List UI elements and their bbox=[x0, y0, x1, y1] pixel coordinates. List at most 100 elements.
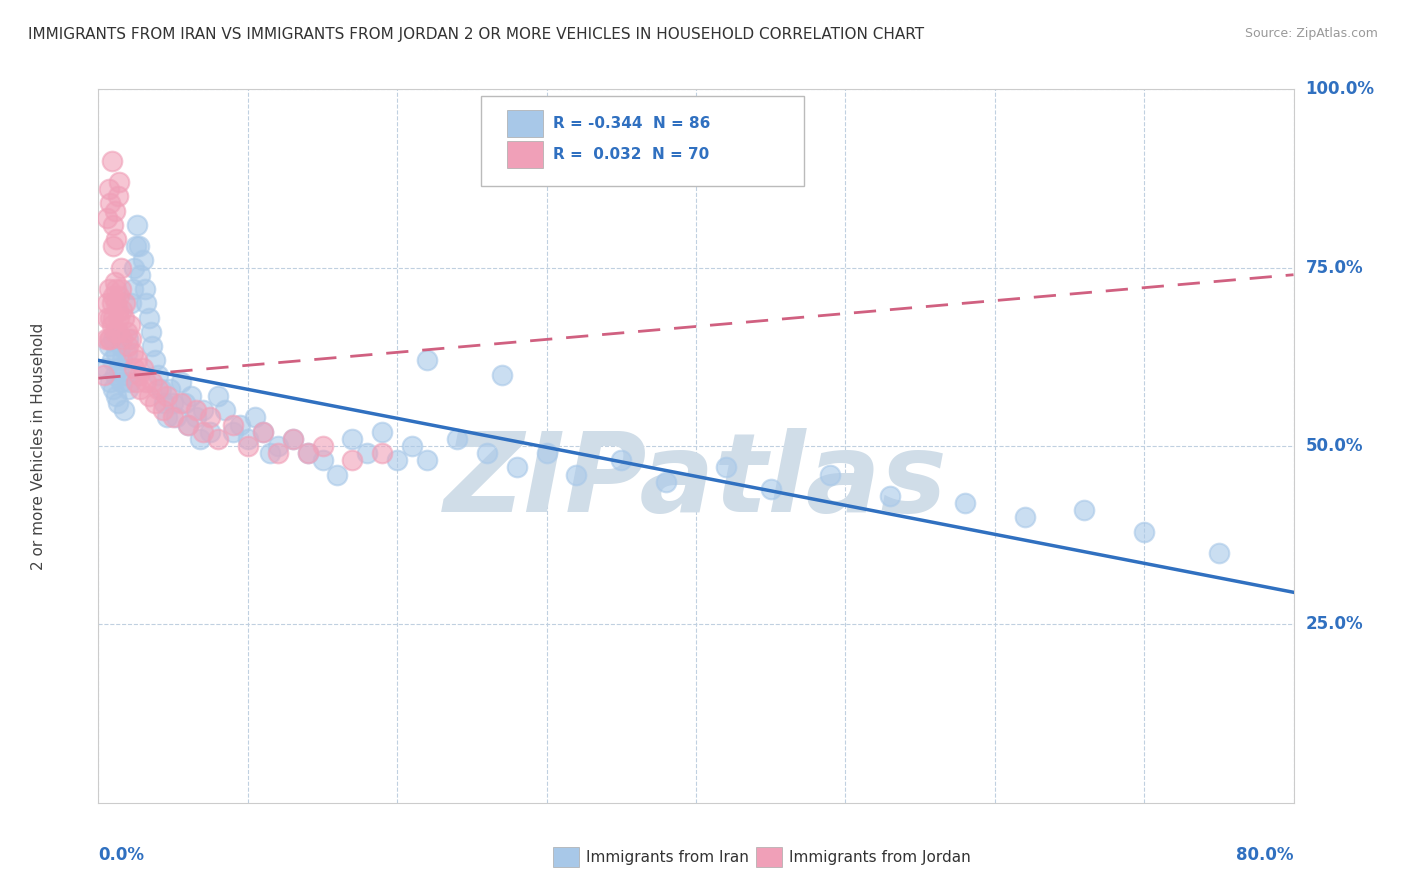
Point bbox=[105, 296, 128, 310]
Point bbox=[107, 189, 129, 203]
Point bbox=[416, 453, 439, 467]
Point bbox=[536, 446, 558, 460]
Point bbox=[222, 417, 245, 432]
Point bbox=[252, 425, 274, 439]
Point bbox=[110, 260, 132, 275]
Point bbox=[135, 375, 157, 389]
Point bbox=[165, 410, 187, 425]
Point bbox=[385, 453, 409, 467]
Point bbox=[150, 382, 173, 396]
Point bbox=[129, 382, 152, 396]
Point bbox=[121, 282, 143, 296]
FancyBboxPatch shape bbox=[481, 96, 804, 186]
Point bbox=[118, 375, 141, 389]
Point bbox=[326, 467, 349, 482]
Point bbox=[108, 310, 131, 325]
Point bbox=[252, 425, 274, 439]
Point bbox=[105, 389, 128, 403]
Point bbox=[105, 346, 128, 360]
Point bbox=[342, 432, 364, 446]
Point bbox=[281, 432, 304, 446]
Point bbox=[342, 453, 364, 467]
Point bbox=[259, 446, 281, 460]
Point bbox=[169, 375, 191, 389]
Point bbox=[506, 460, 529, 475]
Point bbox=[104, 325, 127, 339]
Point bbox=[105, 232, 128, 246]
Text: 80.0%: 80.0% bbox=[1236, 846, 1294, 863]
Point bbox=[97, 332, 120, 346]
Point bbox=[214, 403, 236, 417]
Text: IMMIGRANTS FROM IRAN VS IMMIGRANTS FROM JORDAN 2 OR MORE VEHICLES IN HOUSEHOLD C: IMMIGRANTS FROM IRAN VS IMMIGRANTS FROM … bbox=[28, 27, 924, 42]
Point bbox=[129, 268, 152, 282]
Point bbox=[356, 446, 378, 460]
Text: Source: ZipAtlas.com: Source: ZipAtlas.com bbox=[1244, 27, 1378, 40]
Point bbox=[103, 239, 125, 253]
Point bbox=[174, 396, 197, 410]
Point bbox=[267, 439, 290, 453]
Point bbox=[138, 310, 160, 325]
Point bbox=[132, 360, 155, 375]
Text: 75.0%: 75.0% bbox=[1305, 259, 1362, 277]
Point bbox=[180, 389, 202, 403]
Point bbox=[169, 396, 191, 410]
Point bbox=[148, 382, 170, 396]
Point bbox=[141, 339, 163, 353]
Point bbox=[245, 410, 267, 425]
Point bbox=[117, 382, 139, 396]
Point bbox=[177, 417, 200, 432]
Text: 50.0%: 50.0% bbox=[1305, 437, 1362, 455]
Point bbox=[124, 260, 146, 275]
Point bbox=[108, 289, 131, 303]
Point bbox=[115, 346, 138, 360]
Point bbox=[103, 310, 125, 325]
Point bbox=[177, 417, 200, 432]
FancyBboxPatch shape bbox=[508, 141, 543, 168]
Point bbox=[236, 439, 259, 453]
Point bbox=[98, 375, 122, 389]
Point bbox=[401, 439, 423, 453]
Point bbox=[200, 410, 222, 425]
Point bbox=[143, 396, 166, 410]
Point bbox=[141, 375, 163, 389]
Point bbox=[114, 368, 136, 382]
Point bbox=[120, 332, 142, 346]
Point bbox=[108, 175, 131, 189]
Point bbox=[200, 425, 222, 439]
Text: ZIPatlas: ZIPatlas bbox=[444, 428, 948, 535]
Point bbox=[98, 310, 122, 325]
Point bbox=[127, 218, 149, 232]
Point bbox=[128, 368, 150, 382]
Text: 0.0%: 0.0% bbox=[98, 846, 145, 863]
Point bbox=[311, 439, 333, 453]
Point bbox=[104, 275, 127, 289]
Point bbox=[101, 153, 124, 168]
Point bbox=[127, 353, 149, 368]
Point bbox=[371, 425, 394, 439]
Point bbox=[94, 332, 117, 346]
Point bbox=[112, 310, 135, 325]
Point bbox=[207, 432, 229, 446]
Point bbox=[267, 446, 290, 460]
Text: R =  0.032  N = 70: R = 0.032 N = 70 bbox=[553, 146, 709, 161]
Point bbox=[820, 467, 842, 482]
Point bbox=[416, 353, 439, 368]
Point bbox=[101, 353, 124, 368]
Point bbox=[281, 432, 304, 446]
Point bbox=[491, 368, 513, 382]
Point bbox=[115, 325, 138, 339]
Point bbox=[1073, 503, 1095, 517]
Point bbox=[107, 396, 129, 410]
FancyBboxPatch shape bbox=[508, 110, 543, 137]
Point bbox=[156, 389, 179, 403]
Point bbox=[152, 403, 174, 417]
Point bbox=[148, 368, 170, 382]
Point bbox=[98, 196, 122, 211]
Point bbox=[120, 296, 142, 310]
Point bbox=[1014, 510, 1036, 524]
Point bbox=[101, 296, 124, 310]
Point bbox=[101, 318, 124, 332]
Point bbox=[565, 467, 588, 482]
Point bbox=[110, 339, 132, 353]
Text: Immigrants from Iran: Immigrants from Iran bbox=[586, 849, 749, 864]
